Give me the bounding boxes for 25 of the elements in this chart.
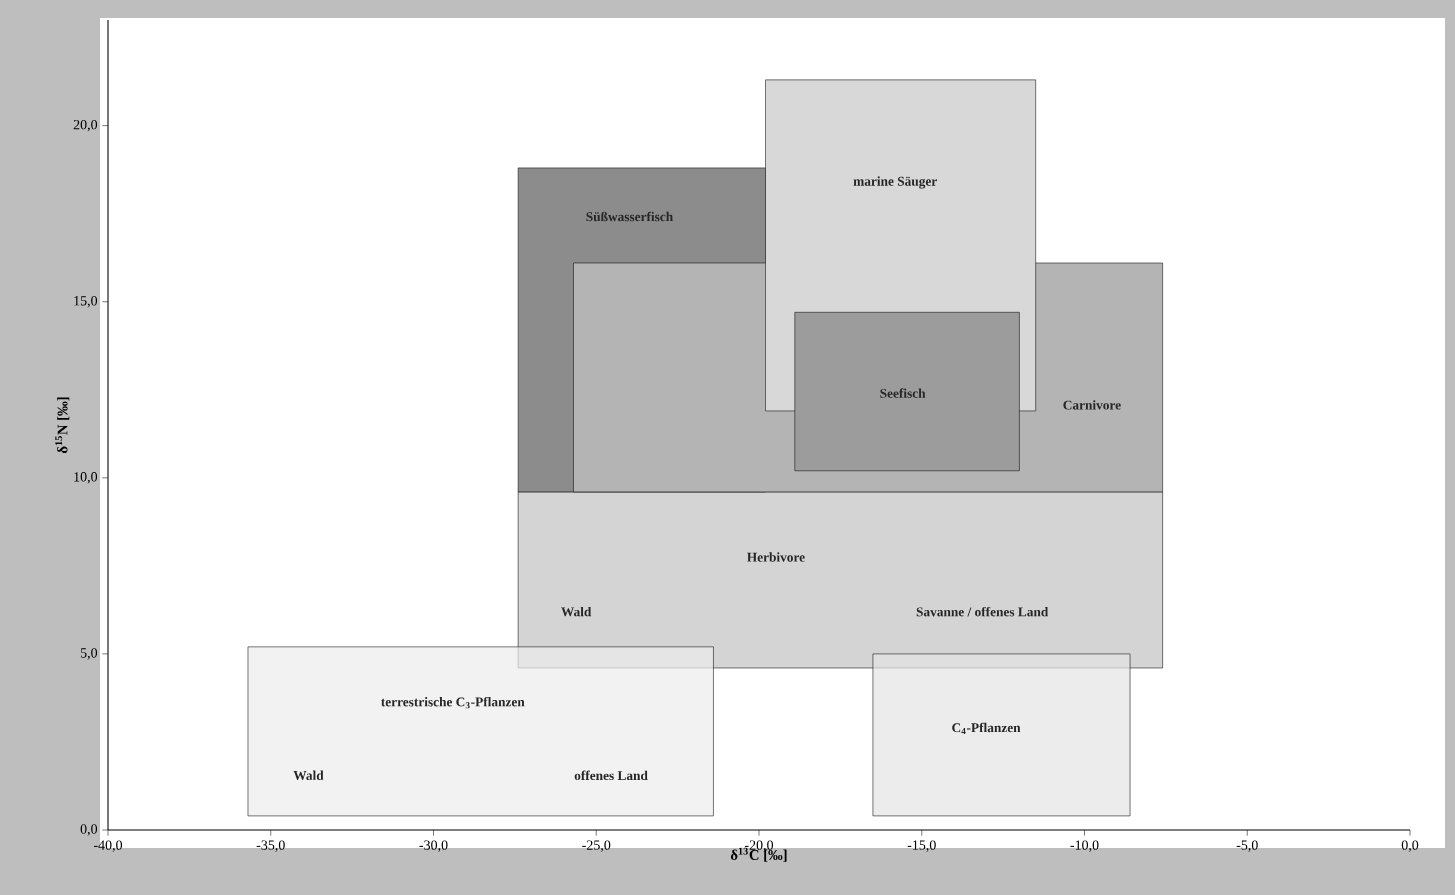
text: terrestrische C$_{3}$-Pflanzen [381,696,525,709]
x-tick-label: -15,0 [907,840,936,852]
annotation: offenes Land [574,770,648,781]
x-tick-label: 0,0 [1401,840,1419,852]
y-axis-title: δ$^{15}$N [‰] [55,397,70,454]
y-tick-label: 0,0 [80,824,98,836]
text: Süßwasserfisch [586,211,673,222]
text: marine Säuger [853,176,937,189]
y-tick-label: 5,0 [80,648,98,660]
x-tick-label: -35,0 [256,840,285,852]
annotation: Savanne / offenes Land [916,606,1049,617]
y-tick-label: 15,0 [74,296,98,308]
x-tick-label: -10,0 [1070,840,1099,852]
text: Carnivore [1063,400,1121,410]
text: Herbivore [747,552,805,562]
x-tick-label: -5,0 [1236,840,1258,852]
annotation: Wald [293,770,324,781]
text: C$_{4}$-Pflanzen [952,722,1021,735]
y-tick-label: 20,0 [73,119,98,132]
x-tick-label: -40,0 [93,840,123,852]
annotation: Wald [561,606,592,617]
y-tick-label: 10,0 [74,472,98,484]
x-tick-label: -25,0 [582,840,611,852]
text: Seefisch [880,388,926,398]
x-tick-label: -30,0 [419,840,448,852]
